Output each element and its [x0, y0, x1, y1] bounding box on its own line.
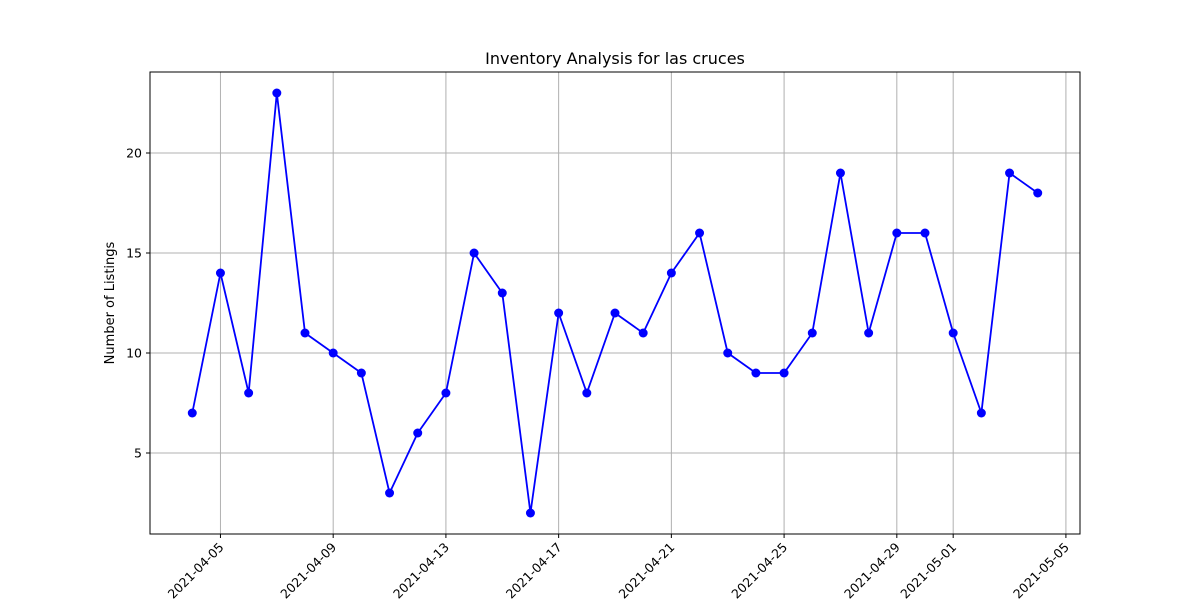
x-tick-label: 2021-04-05	[165, 540, 227, 600]
data-point	[610, 308, 620, 318]
ticks: 5 10 15 20 2021-04-05 2021-04-09 2021-04-13 202…	[126, 146, 1072, 600]
data-point	[920, 228, 930, 238]
chart-title: Inventory Analysis for las cruces	[485, 49, 745, 68]
x-tick-label: 2021-04-13	[390, 540, 452, 600]
data-point	[497, 288, 507, 298]
data-point	[638, 328, 648, 338]
data-point	[1005, 168, 1015, 178]
x-tick-label: 2021-04-17	[503, 540, 565, 600]
data-point	[1033, 188, 1043, 198]
data-point	[272, 88, 282, 98]
data-point	[864, 328, 874, 338]
data-point	[807, 328, 817, 338]
data-point	[356, 368, 366, 378]
data-point	[215, 268, 225, 278]
data-point	[525, 508, 535, 518]
data-point	[413, 428, 423, 438]
data-point	[244, 388, 254, 398]
y-tick-label: 5	[134, 446, 142, 461]
x-tick-label: 2021-04-09	[277, 539, 339, 600]
series-layer	[187, 88, 1043, 518]
data-point	[779, 368, 789, 378]
x-tick-label: 2021-05-01	[897, 540, 959, 600]
grid	[150, 72, 1080, 534]
data-point	[976, 408, 986, 418]
x-tick-label: 2021-04-29	[841, 539, 903, 600]
data-point	[948, 328, 958, 338]
y-tick-label: 15	[126, 246, 142, 261]
data-point	[187, 408, 197, 418]
data-point	[385, 488, 395, 498]
data-point	[554, 308, 564, 318]
x-tick-label: 2021-04-21	[616, 540, 678, 600]
x-tick-label: 2021-05-05	[1010, 540, 1072, 600]
x-tick-label: 2021-04-25	[728, 540, 790, 600]
y-axis-label: Number of Listings	[103, 241, 118, 364]
data-point	[441, 388, 451, 398]
data-point	[835, 168, 845, 178]
data-point	[751, 368, 761, 378]
data-point	[666, 268, 676, 278]
data-point	[328, 348, 338, 358]
data-point	[469, 248, 479, 258]
data-point	[582, 388, 592, 398]
data-point	[892, 228, 902, 238]
data-point	[300, 328, 310, 338]
data-point	[723, 348, 733, 358]
series-line	[191, 92, 1039, 514]
plot-frame	[149, 71, 1081, 535]
data-point	[695, 228, 705, 238]
y-tick-label: 20	[126, 146, 142, 161]
y-tick-label: 10	[126, 346, 142, 361]
